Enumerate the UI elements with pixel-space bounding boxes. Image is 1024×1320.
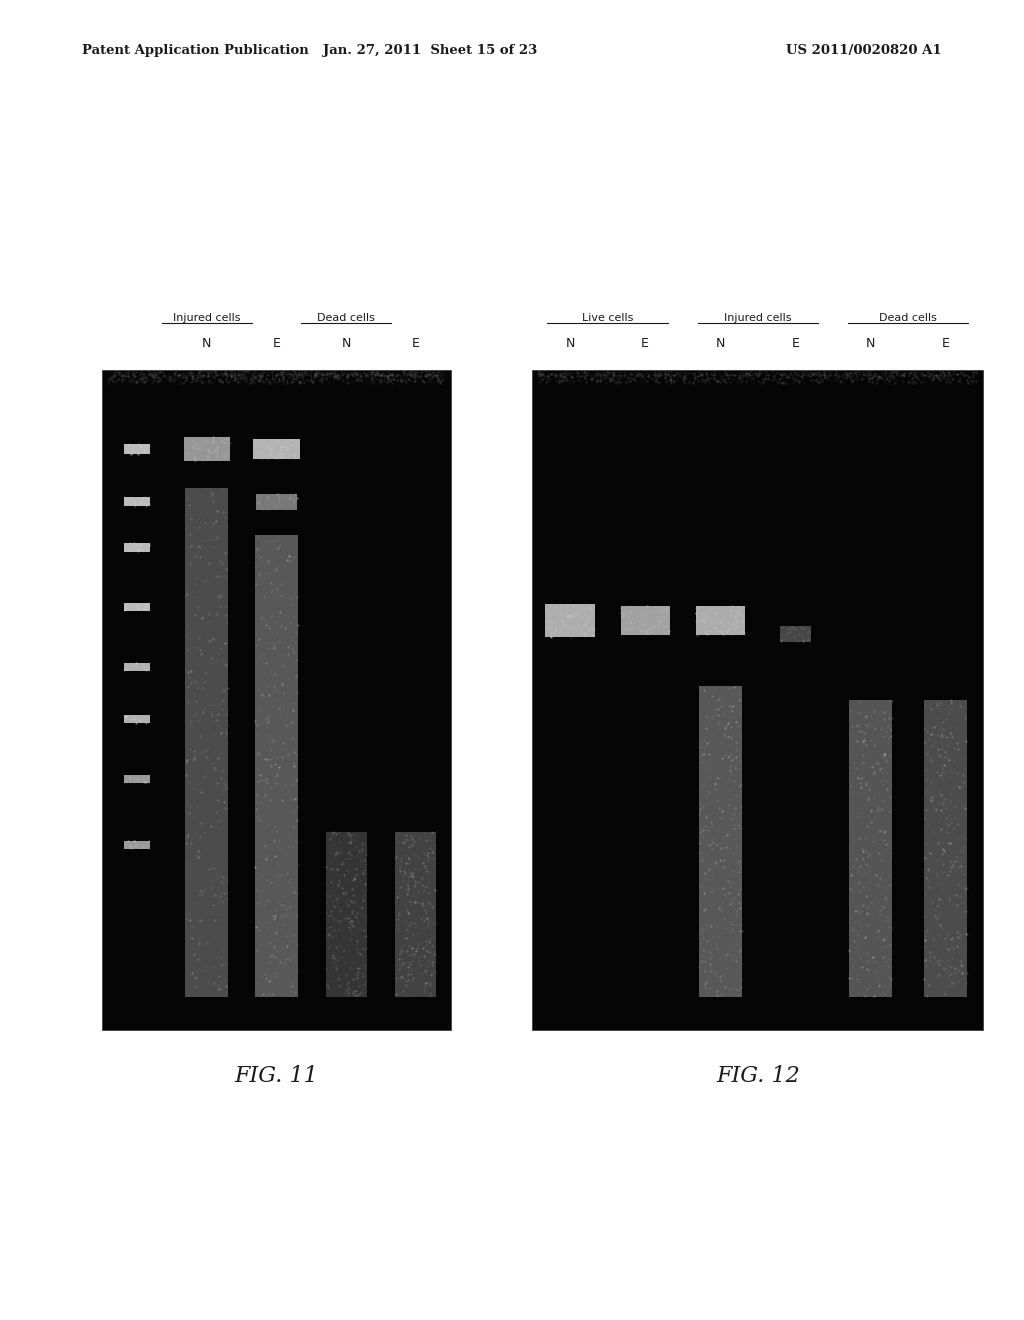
FancyBboxPatch shape: [125, 544, 151, 552]
Text: Injured cells: Injured cells: [724, 313, 792, 323]
FancyBboxPatch shape: [255, 535, 298, 997]
FancyBboxPatch shape: [102, 370, 451, 1030]
Text: E: E: [272, 337, 281, 350]
FancyBboxPatch shape: [698, 686, 741, 997]
FancyBboxPatch shape: [185, 488, 228, 997]
Text: FIG. 12: FIG. 12: [716, 1065, 800, 1086]
FancyBboxPatch shape: [125, 775, 151, 783]
Text: E: E: [792, 337, 800, 350]
FancyBboxPatch shape: [780, 626, 811, 642]
FancyBboxPatch shape: [924, 700, 967, 997]
FancyBboxPatch shape: [125, 603, 151, 611]
Text: Dead cells: Dead cells: [317, 313, 375, 323]
FancyBboxPatch shape: [125, 841, 151, 849]
FancyBboxPatch shape: [532, 370, 983, 1030]
FancyBboxPatch shape: [253, 438, 299, 458]
Text: N: N: [202, 337, 212, 350]
Text: US 2011/0020820 A1: US 2011/0020820 A1: [786, 44, 942, 57]
Text: Patent Application Publication: Patent Application Publication: [82, 44, 308, 57]
FancyBboxPatch shape: [125, 663, 151, 671]
Text: Jan. 27, 2011  Sheet 15 of 23: Jan. 27, 2011 Sheet 15 of 23: [323, 44, 538, 57]
FancyBboxPatch shape: [849, 700, 892, 997]
FancyBboxPatch shape: [184, 437, 229, 461]
Text: N: N: [865, 337, 876, 350]
FancyBboxPatch shape: [125, 444, 151, 454]
FancyBboxPatch shape: [326, 832, 367, 997]
Text: N: N: [565, 337, 574, 350]
Text: FIG. 11: FIG. 11: [234, 1065, 318, 1086]
Text: Live cells: Live cells: [582, 313, 633, 323]
FancyBboxPatch shape: [695, 606, 744, 635]
FancyBboxPatch shape: [621, 606, 670, 635]
FancyBboxPatch shape: [546, 603, 595, 636]
Text: E: E: [641, 337, 649, 350]
Text: E: E: [941, 337, 949, 350]
Text: E: E: [412, 337, 420, 350]
FancyBboxPatch shape: [125, 715, 151, 723]
FancyBboxPatch shape: [256, 494, 297, 510]
Text: Injured cells: Injured cells: [173, 313, 241, 323]
Text: N: N: [341, 337, 351, 350]
Text: N: N: [716, 337, 725, 350]
FancyBboxPatch shape: [125, 496, 151, 506]
FancyBboxPatch shape: [395, 832, 436, 997]
Text: Dead cells: Dead cells: [879, 313, 937, 323]
